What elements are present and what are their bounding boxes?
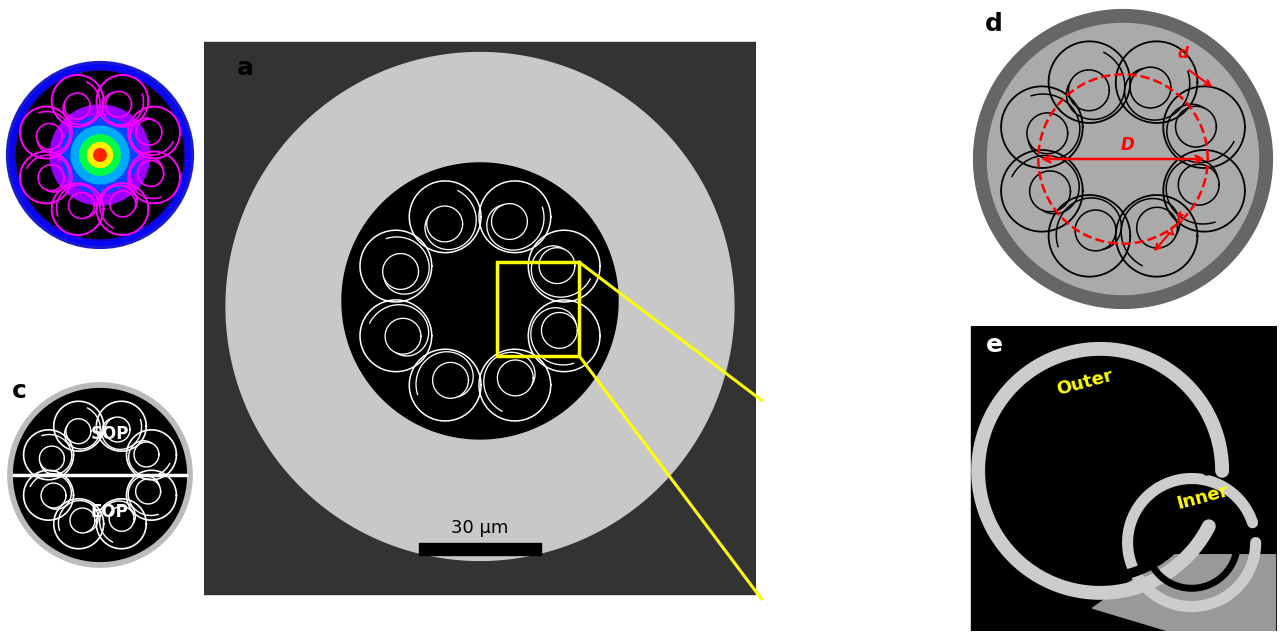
Polygon shape <box>8 383 192 567</box>
Polygon shape <box>225 53 734 560</box>
Text: Inner: Inner <box>1175 482 1230 513</box>
Text: d: d <box>984 12 1002 36</box>
Text: D: D <box>1121 136 1135 154</box>
Text: b: b <box>12 57 29 80</box>
Polygon shape <box>342 163 617 439</box>
Bar <box>497 262 579 356</box>
Polygon shape <box>72 126 129 184</box>
Polygon shape <box>17 72 183 239</box>
Polygon shape <box>14 70 186 241</box>
Polygon shape <box>1093 555 1276 631</box>
Text: a: a <box>237 56 254 79</box>
Polygon shape <box>5 60 195 250</box>
Text: c: c <box>12 379 27 403</box>
Polygon shape <box>204 41 756 594</box>
Polygon shape <box>94 149 106 161</box>
Text: t: t <box>1175 211 1182 225</box>
Polygon shape <box>61 117 138 194</box>
Polygon shape <box>971 326 1276 631</box>
Polygon shape <box>87 142 113 168</box>
Text: e: e <box>986 333 1003 357</box>
Polygon shape <box>50 105 150 205</box>
Polygon shape <box>14 389 187 561</box>
Polygon shape <box>988 23 1258 295</box>
Text: d: d <box>1177 46 1189 61</box>
Polygon shape <box>79 135 120 175</box>
Text: EOP: EOP <box>91 504 128 521</box>
Polygon shape <box>10 65 191 245</box>
Text: 30 μm: 30 μm <box>451 519 509 537</box>
Text: Outer: Outer <box>1054 366 1114 399</box>
Text: SOP: SOP <box>91 425 129 443</box>
Polygon shape <box>974 10 1272 309</box>
